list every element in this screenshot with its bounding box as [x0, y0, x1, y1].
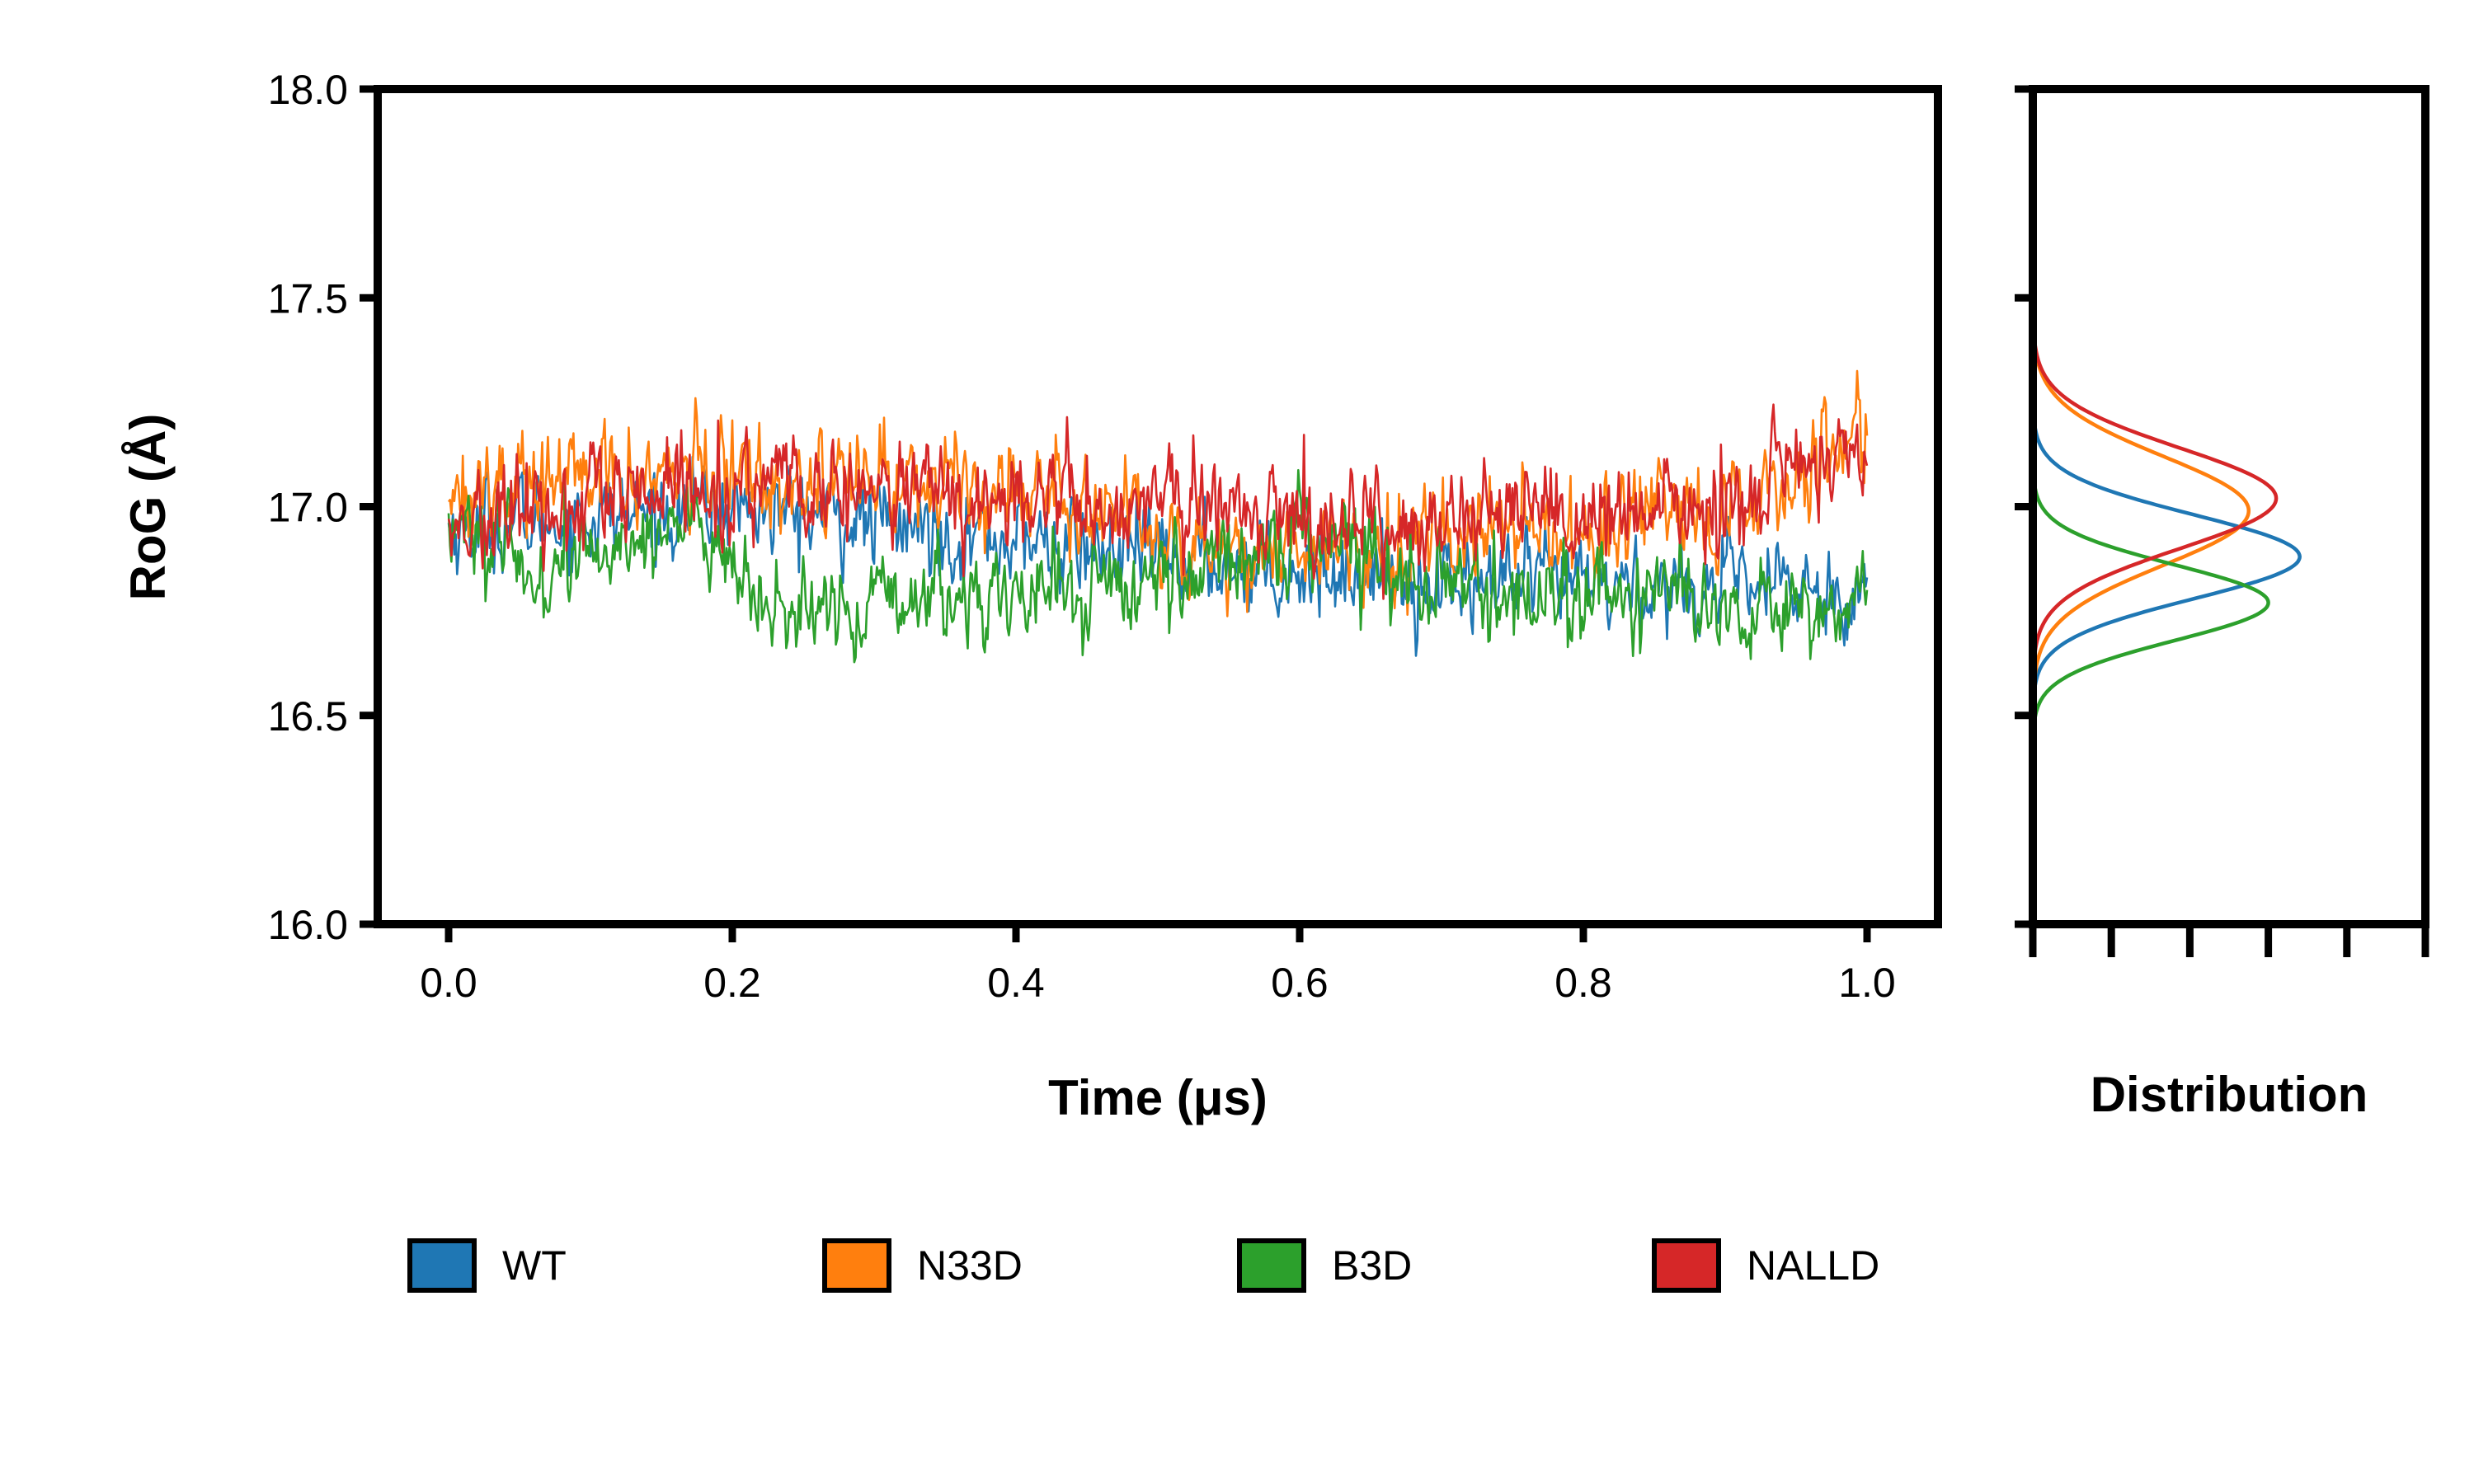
main-plot: 16.016.517.017.518.0 0.0 0.2 0.4 0.6 0.8 1.0 …: [120, 67, 1942, 1125]
density-curve-wt: [2030, 389, 2302, 724]
legend-label: NALLD: [1747, 1242, 1879, 1289]
legend-swatch: [1652, 1238, 1721, 1293]
distribution-plot: Distribution: [2015, 85, 2429, 1122]
main-x-axis-ticks: 0.0 0.2 0.4 0.6 0.8 1.0: [420, 924, 1896, 1006]
legend-label: N33D: [917, 1242, 1023, 1289]
density-curve-b3d: [2030, 452, 2270, 754]
legend-swatch: [1237, 1238, 1306, 1293]
y-tick-label: 17.0: [268, 485, 348, 531]
series-line-nalld: [447, 403, 1869, 600]
x-tick-label: 0.4: [987, 960, 1045, 1006]
legend-item-n33d: N33D: [822, 1238, 1023, 1293]
legend-swatch: [407, 1238, 477, 1293]
x-tick-label: 1.0: [1838, 960, 1896, 1006]
distribution-x-axis-ticks: [2029, 924, 2429, 957]
density-curve-nalld: [2030, 298, 2279, 699]
main-y-axis-ticks: 16.0 16.5 17.0 17.5 18.0: [268, 67, 378, 948]
x-tick-label: 0.2: [703, 960, 761, 1006]
x-tick-label: 0.0: [420, 960, 477, 1006]
legend-swatch: [822, 1238, 891, 1293]
y-axis-title: RoG (Å): [120, 414, 176, 601]
x-tick-label: 0.8: [1554, 960, 1612, 1006]
density-curve-n33d: [2030, 294, 2251, 728]
distribution-axis-title: Distribution: [2091, 1067, 2368, 1122]
series-line-wt: [447, 455, 1869, 657]
x-tick-label: 0.6: [1271, 960, 1329, 1006]
y-tick-label: 16.5: [268, 693, 348, 740]
legend-item-nalld: NALLD: [1652, 1238, 1879, 1293]
legend-label: WT: [502, 1242, 567, 1289]
legend-item-wt: WT: [407, 1238, 567, 1293]
main-series-group: [447, 369, 1869, 664]
x-axis-title: Time (μs): [1048, 1070, 1268, 1125]
y-tick-label: 16.0: [268, 902, 348, 948]
distribution-series-group: [2030, 294, 2302, 754]
y-tick-label: 18.0: [268, 67, 348, 113]
legend-label: B3D: [1332, 1242, 1412, 1289]
y-tick-label: 17.5: [268, 275, 348, 322]
legend-item-b3d: B3D: [1237, 1238, 1412, 1293]
distribution-plot-frame: [2029, 85, 2429, 928]
legend: WT N33D B3D NALLD: [407, 1238, 1879, 1293]
